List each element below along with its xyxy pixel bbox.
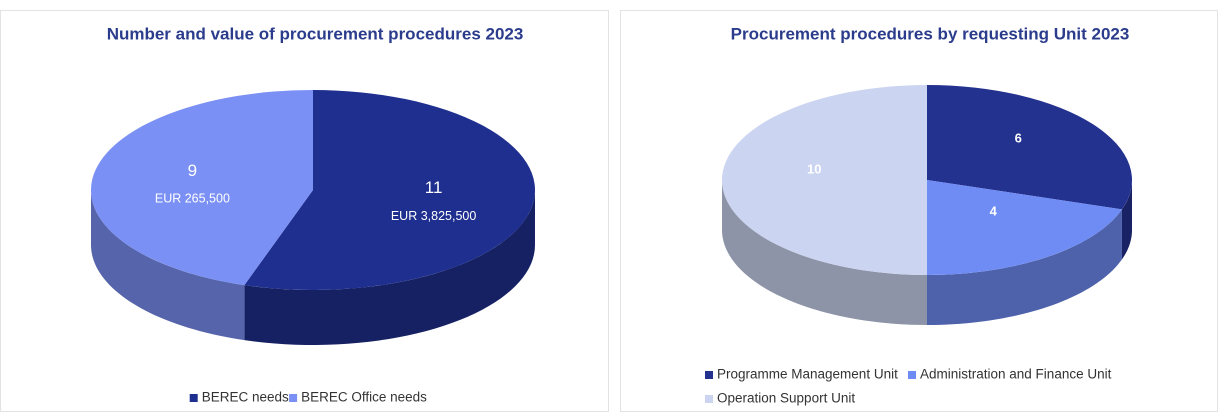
data-label: 9 bbox=[188, 161, 197, 180]
legend-label: Programme Management Unit bbox=[717, 367, 898, 382]
data-label: 6 bbox=[1015, 131, 1022, 146]
slice-side bbox=[1121, 180, 1132, 260]
slice bbox=[91, 90, 313, 286]
legend-label: BEREC needs bbox=[202, 390, 289, 405]
slice bbox=[722, 85, 927, 275]
data-label: 10 bbox=[807, 161, 821, 176]
annotation: EUR 265,500 bbox=[155, 192, 230, 206]
chart-title: Procurement procedures by requesting Uni… bbox=[731, 24, 1130, 43]
legend-swatch bbox=[908, 371, 916, 379]
legend-swatch bbox=[289, 394, 298, 402]
legend-swatch bbox=[705, 371, 713, 379]
chart-title: Number and value of procurement procedur… bbox=[107, 24, 524, 43]
legend-label: Operation Support Unit bbox=[717, 391, 855, 406]
slice bbox=[927, 85, 1132, 210]
slice-side bbox=[91, 190, 245, 341]
data-label: 11 bbox=[425, 178, 443, 197]
slice bbox=[244, 90, 536, 290]
slice bbox=[927, 180, 1122, 275]
slice-side bbox=[722, 180, 927, 325]
legend-label: Administration and Finance Unit bbox=[920, 367, 1112, 382]
annotation: EUR 3,825,500 bbox=[391, 209, 477, 223]
slice-side bbox=[244, 190, 535, 345]
data-label: 4 bbox=[990, 204, 998, 219]
legend-swatch bbox=[189, 394, 198, 402]
slice-side bbox=[927, 209, 1122, 325]
legend-swatch bbox=[705, 395, 713, 403]
legend-label: BEREC Office needs bbox=[301, 390, 427, 405]
